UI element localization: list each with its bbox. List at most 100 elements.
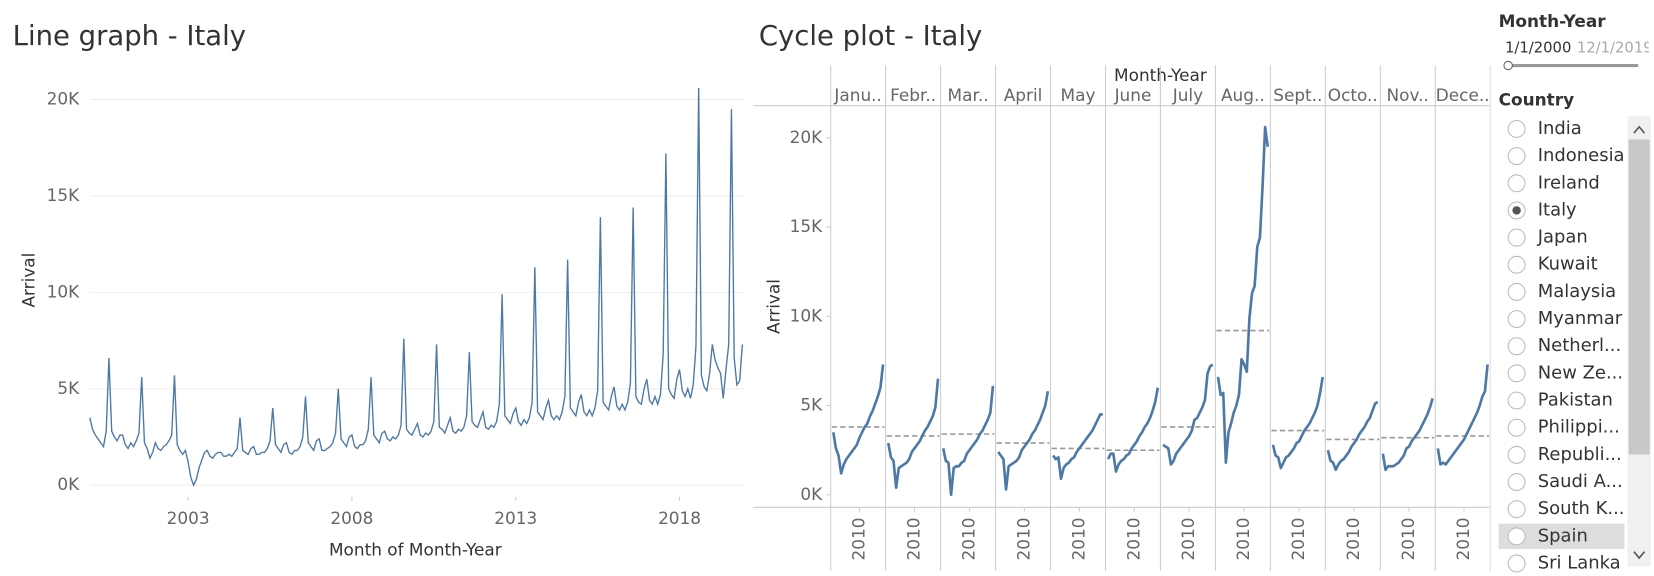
column-label: Octo.. <box>1328 85 1378 105</box>
x-tick-label: 2010 <box>1178 518 1198 561</box>
cycle-line <box>1162 363 1214 466</box>
column-label: June <box>1114 85 1152 105</box>
option-label[interactable]: Kuwait <box>1538 254 1598 275</box>
y-tick-label: 20K <box>790 127 823 147</box>
x-tick-label: 2010 <box>1288 518 1308 561</box>
option-label[interactable]: Netherl... <box>1538 335 1621 356</box>
x-tick-label: 2010 <box>1453 518 1473 561</box>
cycle-line <box>941 385 995 497</box>
x-tick-label: 2010 <box>848 518 868 561</box>
option-label[interactable]: Sri Lanka <box>1538 553 1621 574</box>
y-tick-label: 0K <box>800 484 823 504</box>
y-tick-label: 5K <box>800 395 823 415</box>
cycle-line <box>832 364 885 475</box>
date-end: 12/1/2019 <box>1577 40 1653 57</box>
radio[interactable] <box>1507 364 1526 383</box>
radio[interactable] <box>1507 473 1526 492</box>
y-tick-label: 20K <box>47 89 80 109</box>
radio[interactable] <box>1507 255 1526 274</box>
radio[interactable] <box>1507 174 1526 193</box>
y-axis-title: Arrival <box>19 253 39 308</box>
option-label[interactable]: Republi... <box>1538 444 1622 465</box>
x-tick-label: 2008 <box>330 508 373 528</box>
column-label: Dece.. <box>1436 85 1490 105</box>
filter-title: Country <box>1499 89 1574 109</box>
slider-handle[interactable] <box>1503 60 1513 71</box>
x-tick-label: 2018 <box>658 508 701 528</box>
country-list: India Indonesia Ireland Italy Japan Kuwait Mal… <box>1498 118 1625 574</box>
option-label[interactable]: India <box>1538 118 1582 139</box>
y-tick-label: 5K <box>57 378 80 398</box>
radio[interactable] <box>1507 500 1526 519</box>
radio[interactable] <box>1507 391 1526 410</box>
radio[interactable] <box>1507 527 1526 546</box>
date-start: 1/1/2000 <box>1505 40 1571 57</box>
option-label[interactable]: South K... <box>1538 498 1625 519</box>
radio[interactable] <box>1507 418 1526 437</box>
x-tick-label: 2003 <box>167 508 210 528</box>
option-label[interactable]: Saudi A... <box>1538 471 1623 492</box>
option-label[interactable]: Spain <box>1538 525 1588 546</box>
column-label: July <box>1172 85 1203 105</box>
option-label[interactable]: Japan <box>1537 227 1588 248</box>
x-tick-label: 2010 <box>1398 518 1418 561</box>
radio[interactable] <box>1507 310 1526 329</box>
x-tick-label: 2010 <box>1123 518 1143 561</box>
option-label[interactable]: Philippi... <box>1538 417 1620 438</box>
radio[interactable] <box>1507 119 1526 138</box>
column-label: Mar.. <box>948 85 989 105</box>
column-label: May <box>1061 85 1096 105</box>
x-tick-label: 2010 <box>958 518 978 561</box>
y-tick-label: 10K <box>790 305 823 325</box>
column-label: Febr.. <box>890 85 936 105</box>
option-label[interactable]: Malaysia <box>1538 281 1616 302</box>
series-line <box>89 87 744 487</box>
option-label[interactable]: New Ze... <box>1538 362 1623 383</box>
y-axis-title: Arrival <box>764 279 784 334</box>
cycle-line <box>886 378 940 489</box>
column-label: Sept.. <box>1273 85 1322 105</box>
cycle-line <box>1052 413 1103 481</box>
column-label: Aug.. <box>1221 85 1265 105</box>
cycle-line <box>997 391 1050 491</box>
option-label[interactable]: Myanmar <box>1538 308 1623 329</box>
cycle-line <box>1326 400 1379 472</box>
option-label[interactable]: Italy <box>1538 199 1577 220</box>
radio[interactable] <box>1507 554 1526 573</box>
option-label[interactable]: Indonesia <box>1538 145 1625 166</box>
radio[interactable] <box>1507 282 1526 301</box>
x-axis-title: Month of Month-Year <box>329 540 502 560</box>
cycle-line <box>1216 125 1270 465</box>
chart-title: Line graph - Italy <box>13 21 246 52</box>
chart-title: Cycle plot - Italy <box>759 21 982 52</box>
x-tick-label: 2013 <box>494 508 537 528</box>
scroll-down[interactable] <box>1633 551 1646 560</box>
radio[interactable] <box>1507 147 1526 166</box>
scrollbar-thumb[interactable] <box>1628 139 1650 455</box>
x-tick-label: 2010 <box>903 518 923 561</box>
y-tick-label: 15K <box>47 185 80 205</box>
cycle-line <box>1381 398 1434 472</box>
x-tick-label: 2010 <box>1343 518 1363 561</box>
column-label: April <box>1004 85 1043 105</box>
scroll-up[interactable] <box>1633 125 1646 134</box>
column-label: Nov.. <box>1387 85 1429 105</box>
radio-dot <box>1512 206 1521 215</box>
y-tick-label: 15K <box>790 216 823 236</box>
option-label[interactable]: Ireland <box>1538 172 1600 193</box>
x-tick-label: 2010 <box>1068 518 1088 561</box>
x-tick-label: 2010 <box>1013 518 1033 561</box>
cycle-line <box>1271 376 1324 470</box>
cycle-line <box>1436 364 1489 466</box>
column-label: Janu.. <box>833 85 881 105</box>
x-tick-label: 2010 <box>1233 518 1253 561</box>
radio[interactable] <box>1507 228 1526 247</box>
y-tick-label: 10K <box>47 281 80 301</box>
radio[interactable] <box>1507 337 1526 356</box>
option-label[interactable]: Pakistan <box>1538 390 1613 411</box>
radio[interactable] <box>1507 445 1526 464</box>
filter-title: Month-Year <box>1499 11 1607 31</box>
date-end-clip: 12/1/2019 <box>1577 40 1653 57</box>
